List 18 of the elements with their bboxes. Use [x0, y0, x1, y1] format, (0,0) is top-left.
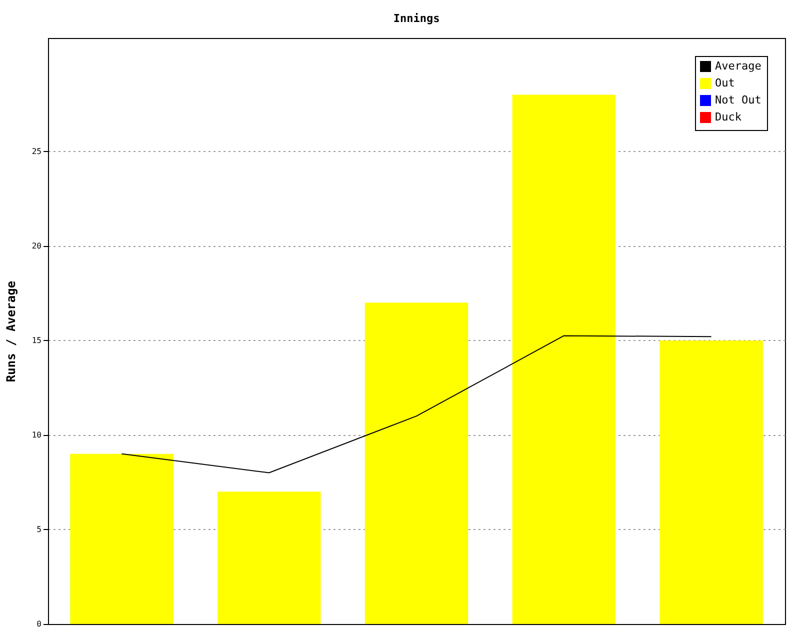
bar: [660, 340, 763, 624]
y-tick-label: 25: [32, 146, 42, 156]
legend-label: Average: [715, 60, 762, 72]
y-tick-label: 0: [36, 620, 42, 628]
bar: [218, 492, 321, 624]
legend-label: Out: [715, 76, 735, 90]
bar: [364, 302, 468, 624]
y-tick-label: 5: [36, 524, 42, 534]
bar: [70, 454, 174, 624]
y-tick-label: 20: [32, 241, 42, 250]
bar: [512, 94, 616, 624]
line-series: [121, 335, 712, 474]
y-tick-label: 15: [32, 336, 42, 345]
y-tick-label: 10: [32, 430, 42, 440]
legend-label: Duck: [715, 110, 742, 124]
y-axis-title: Runs / Average: [4, 280, 18, 382]
legend-label: Not Out: [715, 94, 762, 106]
chart-title: Innings: [393, 12, 440, 25]
